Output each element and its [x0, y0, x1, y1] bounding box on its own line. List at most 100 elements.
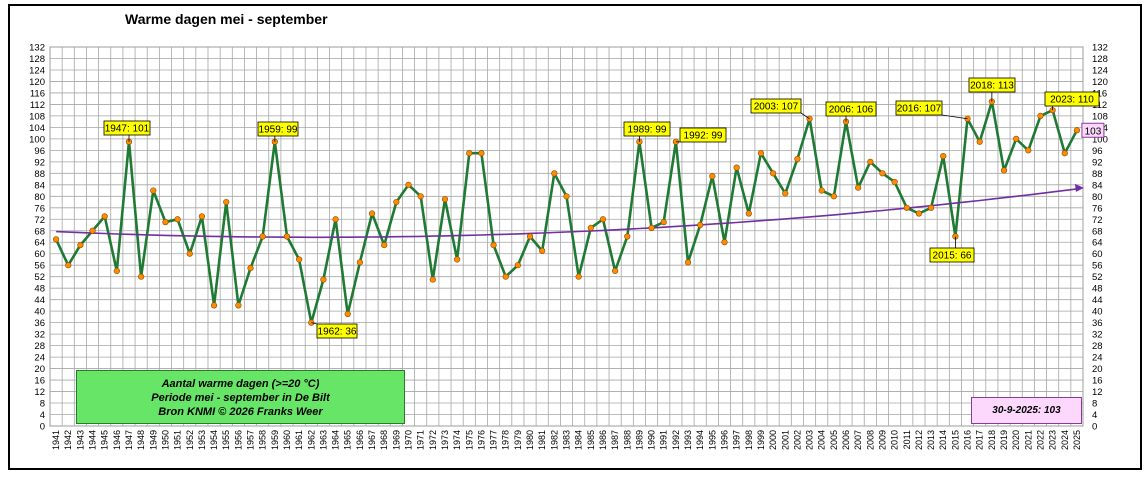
x-tick-label: 2011 — [902, 430, 912, 449]
x-tick-label: 1997 — [732, 430, 742, 450]
x-tick-label: 1984 — [574, 430, 584, 450]
x-tick-label: 2021 — [1023, 430, 1033, 450]
data-point — [138, 273, 145, 280]
y-tick-label-left: 88 — [34, 169, 45, 180]
x-tick-label: 1952 — [185, 430, 195, 450]
x-tick-label: 1963 — [318, 430, 328, 450]
trend-end-box — [1081, 122, 1105, 138]
y-tick-label-left: 68 — [34, 226, 45, 237]
data-point — [235, 302, 242, 309]
callout-label: 1962: 36 — [318, 327, 357, 338]
x-tick-label: 1966 — [355, 430, 365, 450]
y-tick-label-right: 68 — [1092, 226, 1103, 237]
x-tick-label: 2010 — [890, 430, 900, 450]
x-tick-label: 1946 — [112, 430, 122, 450]
data-point — [757, 150, 765, 157]
info-line-2: Periode mei - september in De Bilt — [151, 392, 330, 404]
data-point — [599, 216, 607, 223]
data-point — [976, 138, 983, 145]
x-tick-label: 1975 — [464, 430, 474, 450]
x-tick-label: 1967 — [367, 430, 377, 450]
data-point — [441, 196, 449, 203]
data-point — [563, 193, 570, 200]
data-point — [466, 150, 473, 157]
x-tick-label: 1956 — [233, 430, 243, 450]
callout-label: 1947: 101 — [105, 124, 150, 135]
x-tick-label: 2018 — [987, 430, 997, 450]
x-tick-label: 1971 — [416, 430, 426, 450]
callout-label: 2015: 66 — [933, 251, 972, 262]
data-point — [1073, 127, 1081, 134]
data-point — [223, 198, 230, 206]
y-tick-label-right: 40 — [1092, 307, 1103, 318]
y-tick-label-right: 108 — [1092, 111, 1108, 122]
y-tick-label-right: 64 — [1092, 238, 1103, 249]
x-tick-label: 1970 — [404, 430, 414, 450]
y-tick-label-right: 0 — [1092, 422, 1097, 433]
data-point — [1037, 112, 1044, 120]
y-tick-label-left: 128 — [29, 54, 45, 65]
data-point — [818, 187, 825, 194]
x-tick-label: 2012 — [914, 430, 924, 450]
x-tick-label: 2000 — [768, 430, 778, 450]
trend-arrow — [1074, 183, 1084, 192]
x-tick-label: 1994 — [695, 430, 705, 450]
y-tick-label-right: 60 — [1092, 249, 1103, 260]
data-point — [855, 184, 862, 191]
data-point — [879, 170, 886, 177]
y-tick-label-right: 112 — [1092, 100, 1107, 111]
data-point — [113, 267, 120, 275]
data-point — [769, 170, 777, 177]
data-point — [454, 256, 461, 263]
x-tick-label: 2020 — [1011, 430, 1021, 450]
x-tick-label: 2016 — [963, 430, 973, 450]
x-tick-label: 2013 — [926, 430, 936, 450]
y-tick-label-right: 120 — [1092, 77, 1108, 88]
data-point — [612, 267, 619, 275]
x-tick-label: 1945 — [100, 430, 110, 450]
data-point — [101, 213, 108, 220]
data-point — [733, 164, 740, 171]
callout-label: 1992: 99 — [684, 131, 723, 142]
y-tick-label-left: 120 — [29, 77, 45, 88]
y-tick-label-left: 64 — [34, 238, 45, 249]
callout-box — [968, 77, 1016, 93]
info-box: Aantal warme dagen (>=20 °C) Periode mei… — [76, 370, 405, 424]
data-point — [381, 242, 388, 249]
y-tick-label-right: 100 — [1092, 134, 1108, 145]
callout-box — [679, 127, 727, 143]
x-tick-label: 1964 — [331, 430, 341, 450]
y-tick-label-left: 16 — [34, 376, 45, 387]
x-tick-label: 2015 — [950, 430, 960, 450]
y-tick-label-left: 32 — [34, 330, 45, 341]
data-point — [891, 178, 898, 186]
y-tick-label-left: 24 — [34, 353, 45, 364]
x-tick-label: 1950 — [160, 430, 170, 450]
data-point — [344, 310, 351, 318]
data-point — [940, 153, 947, 160]
y-tick-label-right: 44 — [1092, 295, 1103, 306]
x-tick-label: 1961 — [294, 430, 304, 450]
callout-box — [895, 100, 943, 116]
data-point — [502, 273, 509, 280]
x-tick-label: 2002 — [792, 430, 802, 450]
y-tick-label-right: 92 — [1092, 157, 1103, 168]
y-tick-label-right: 20 — [1092, 364, 1103, 375]
y-tick-label-left: 56 — [34, 261, 45, 272]
x-tick-label: 1949 — [148, 430, 158, 450]
y-tick-label-right: 56 — [1092, 261, 1103, 272]
y-tick-label-left: 76 — [34, 203, 45, 214]
data-point — [915, 210, 923, 217]
callout-box — [316, 323, 358, 339]
data-point — [927, 204, 935, 211]
x-tick-label: 2003 — [805, 430, 815, 450]
x-tick-label: 1998 — [744, 430, 754, 450]
data-point — [283, 233, 291, 240]
callout-leader — [311, 322, 318, 325]
data-point — [526, 233, 534, 240]
info-line-1: Aantal warme dagen (>=20 °C) — [161, 378, 320, 390]
callout-label: 1989: 99 — [628, 125, 667, 136]
y-tick-label-left: 28 — [34, 341, 45, 352]
data-point — [745, 210, 752, 217]
y-tick-label-right: 36 — [1092, 318, 1103, 329]
